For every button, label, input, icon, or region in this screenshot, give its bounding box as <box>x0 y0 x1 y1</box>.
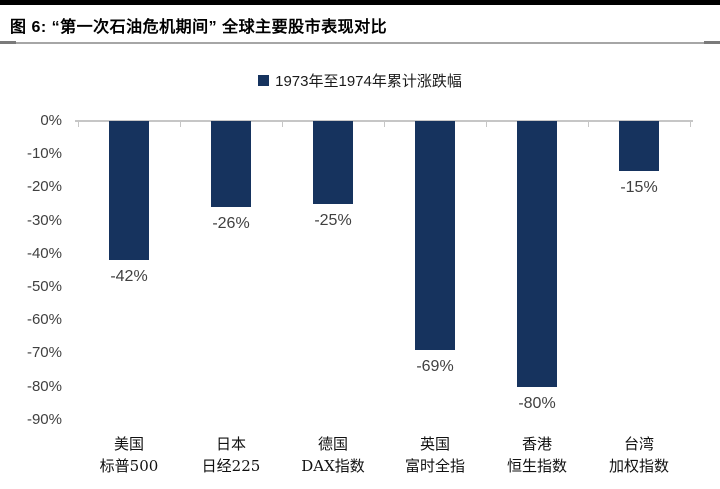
category-label-line1: 日本 <box>215 435 246 453</box>
category-label: 德国 DAX指数 <box>281 433 385 477</box>
x-axis-line <box>75 120 693 122</box>
category-label: 美国标普500 <box>77 433 181 477</box>
bar <box>211 121 251 207</box>
category-label-line2: 加权指数 <box>608 457 669 475</box>
category-label-line1: 台湾 <box>623 435 654 453</box>
x-axis-tick <box>78 122 79 127</box>
y-axis-label: -90% <box>26 411 62 428</box>
bar-value-label: -25% <box>314 212 352 229</box>
y-axis-label: -10% <box>26 145 62 162</box>
title-divider-left-cap <box>0 41 16 44</box>
x-axis-tick <box>384 122 385 127</box>
bar <box>313 121 353 204</box>
category-label-line1: 德国 <box>317 435 348 453</box>
chart-legend: 1973年至1974年累计涨跌幅 <box>0 69 720 91</box>
bar-value-label: -80% <box>518 395 556 412</box>
legend-label: 1973年至1974年累计涨跌幅 <box>275 72 462 90</box>
category-label-line1: 英国 <box>419 435 450 453</box>
bar <box>109 121 149 260</box>
x-axis-tick <box>588 122 589 127</box>
bar-value-label: -42% <box>110 268 148 285</box>
title-divider <box>0 42 720 44</box>
x-axis-tick <box>180 122 181 127</box>
bar-value-label: -69% <box>416 358 454 375</box>
y-axis-label: -20% <box>26 178 62 195</box>
y-axis-label: -40% <box>26 245 62 262</box>
category-label-line2: 日经225 <box>201 457 261 475</box>
figure-title: 图 6: “第一次石油危机期间” 全球主要股市表现对比 <box>10 19 388 36</box>
category-label-line2: 标普500 <box>99 457 159 475</box>
category-label-line1: 美国 <box>113 435 144 453</box>
x-axis-tick <box>282 122 283 127</box>
category-label-line2: DAX指数 <box>301 457 365 475</box>
category-label: 台湾 加权指数 <box>587 433 691 477</box>
category-label: 英国 富时全指 <box>383 433 487 477</box>
bar-value-label: -15% <box>620 179 658 196</box>
y-axis-label: -60% <box>26 311 62 328</box>
category-label: 日本日经225 <box>179 433 283 477</box>
y-axis-label: -30% <box>26 212 62 229</box>
bar <box>517 121 557 387</box>
category-label-line1: 香港 <box>521 435 552 453</box>
top-border-rule <box>0 0 720 5</box>
bar-value-label: -26% <box>212 215 250 232</box>
category-label: 香港 恒生指数 <box>485 433 589 477</box>
y-axis-label: -50% <box>26 278 62 295</box>
title-divider-right-cap <box>704 41 720 44</box>
category-label-line2: 恒生指数 <box>506 457 567 475</box>
x-axis-tick <box>690 122 691 127</box>
bar <box>415 121 455 350</box>
bar <box>619 121 659 171</box>
category-label-line2: 富时全指 <box>404 457 465 475</box>
y-axis-label: -80% <box>26 378 62 395</box>
y-axis-label: 0% <box>40 112 62 129</box>
legend-swatch-icon <box>258 74 270 86</box>
x-axis-tick <box>486 122 487 127</box>
y-axis-label: -70% <box>26 344 62 361</box>
